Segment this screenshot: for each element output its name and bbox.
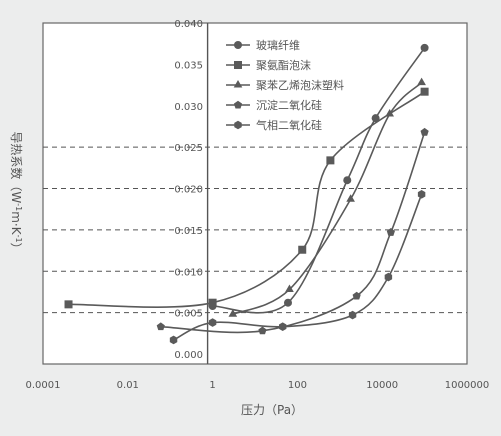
series-2-point-2 [346, 194, 355, 202]
series-0 [208, 43, 429, 314]
series-3-point-2 [352, 291, 361, 300]
tick-labels: 0.000 0.005 0.010 0.015 0.020 0.025 0.030 0.035… [26, 19, 490, 391]
y-axis-label-sup-1: -1 [15, 203, 24, 211]
y-tick-label-6: 0.030 [174, 102, 203, 113]
series-4-point-3 [348, 310, 357, 320]
series-1-point-4 [420, 87, 429, 96]
y-axis-label-k: K [9, 227, 23, 236]
x-tick-label-1: 0.01 [117, 380, 139, 391]
y-axis-label-m: m [9, 211, 23, 223]
series-1-point-3 [326, 156, 335, 165]
legend-label-0: 玻璃纤维 [256, 38, 300, 52]
series-3-point-0 [156, 322, 165, 331]
series-1-point-2 [298, 245, 307, 254]
series-1 [64, 87, 429, 309]
series-2-point-4 [417, 77, 426, 86]
legend-marker-1 [234, 61, 242, 69]
plot-frame [42, 22, 468, 365]
y-axis-label-sup-2: -1 [15, 235, 24, 243]
legend-label-4: 气相二氧化硅 [256, 118, 322, 132]
y-tick-label-5: 0.025 [174, 143, 203, 154]
x-tick-label-4: 10000 [366, 380, 398, 391]
x-tick-label-0: 0.0001 [26, 380, 61, 391]
y-tick-label-4: 0.020 [174, 185, 203, 196]
x-tick-label-5: 1000000 [445, 380, 490, 391]
series-line-0 [212, 47, 426, 314]
series-0-point-3 [371, 114, 380, 123]
series-4-point-2 [278, 322, 287, 331]
series-1-point-0 [64, 300, 73, 309]
series-2-point-1 [285, 284, 294, 292]
y-tick-label-2: 0.010 [174, 267, 203, 278]
legend-label-2: 聚苯乙烯泡沫塑料 [256, 78, 344, 92]
y-axis-label-dot: · [9, 223, 23, 227]
series-3 [156, 127, 429, 335]
series-2-point-3 [385, 109, 394, 117]
legend-marker-3 [233, 100, 243, 109]
x-axis-label: 压力（Pa） [241, 403, 303, 417]
x-tick-label-3: 100 [288, 380, 307, 391]
y-axis-label: 导热系数（W-1m·K-1） [9, 131, 24, 254]
legend-marker-4 [234, 120, 242, 130]
series-4-point-4 [384, 272, 393, 282]
series-3-point-4 [420, 127, 429, 136]
legend-label-1: 聚氨酯泡沫 [256, 58, 311, 72]
series-4-point-5 [417, 189, 426, 199]
series-3-point-3 [386, 228, 395, 236]
series-4-point-0 [169, 335, 178, 345]
series-3-point-1 [258, 326, 267, 335]
series-0-point-2 [343, 176, 352, 185]
y-axis-label-main: 导热系数（W [9, 131, 24, 203]
legend-marker-0 [234, 41, 242, 49]
y-axis-label-close: ） [9, 243, 23, 255]
series-4 [169, 189, 426, 345]
legend-marker-2 [233, 80, 243, 88]
y-tick-label-3: 0.015 [174, 226, 203, 237]
series-0-point-1 [283, 298, 292, 307]
series-2 [228, 77, 426, 317]
series-4-point-1 [208, 318, 217, 327]
series-lines [64, 43, 429, 345]
y-tick-label-7: 0.035 [174, 60, 203, 71]
y-tick-label-0: 0.000 [174, 350, 203, 361]
series-2-point-0 [228, 309, 238, 317]
x-tick-label-2: 1 [209, 380, 215, 391]
series-1-point-1 [208, 298, 217, 307]
legend-label-3: 沉淀二氧化硅 [256, 98, 322, 112]
series-0-point-4 [420, 43, 429, 52]
y-tick-label-1: 0.005 [174, 309, 203, 320]
y-tick-label-8: 0.040 [174, 19, 203, 30]
